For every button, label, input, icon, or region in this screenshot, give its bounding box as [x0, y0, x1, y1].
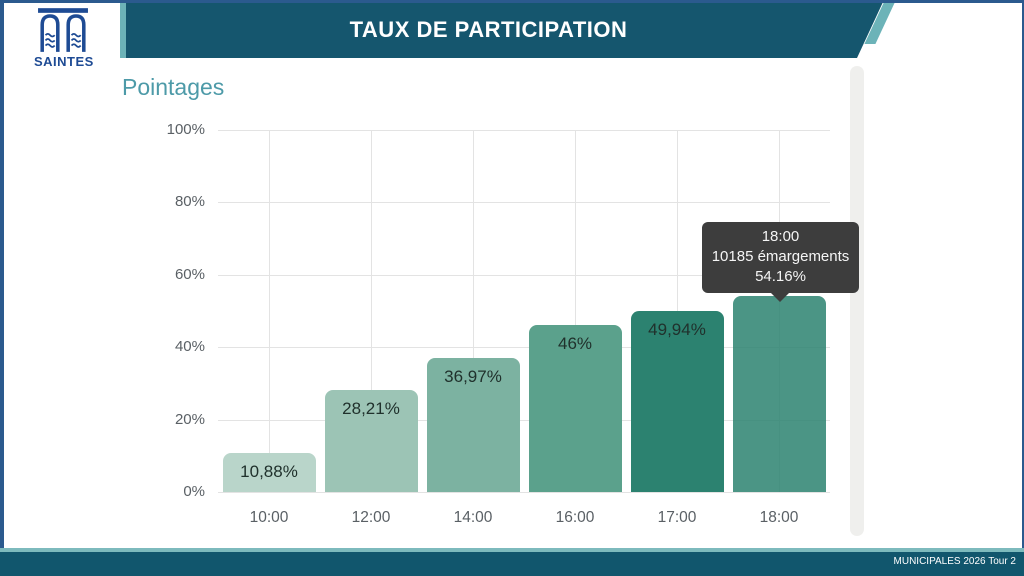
x-axis-tick-label: 17:00 — [657, 509, 697, 526]
tooltip-category: 18:00 — [761, 228, 800, 245]
logo-wordmark: SAINTES — [34, 54, 94, 69]
tooltip-arrow — [771, 293, 789, 302]
x-gridline — [677, 130, 678, 492]
y-gridline — [218, 202, 830, 204]
y-axis-tick-label: 20% — [174, 410, 205, 428]
x-axis-tick-label: 16:00 — [555, 509, 595, 526]
y-gridline — [218, 492, 830, 493]
y-axis-tick-label: 80% — [174, 193, 205, 211]
y-gridline — [218, 274, 830, 276]
footer-accent-stripe — [0, 548, 1024, 552]
bar-value-label: 28,21% — [342, 398, 400, 418]
bar-10:00[interactable]: 10,88% — [222, 452, 316, 492]
x-axis-tick-label: 18:00 — [759, 509, 799, 526]
x-axis-tick-label: 10:00 — [249, 509, 289, 526]
saintes-arches-icon — [38, 8, 88, 52]
chart-title: Pointages — [122, 74, 225, 100]
bar-12:00[interactable]: 28,21% — [324, 389, 418, 492]
x-axis-tick-label: 12:00 — [351, 509, 391, 526]
y-axis-tick-label: 40% — [174, 338, 205, 356]
tooltip-value: 54.16% — [755, 268, 806, 285]
y-axis-tick-label: 60% — [174, 265, 205, 283]
bar-16:00[interactable]: 46% — [528, 325, 622, 492]
footer-label: MUNICIPALES 2026 Tour 2 — [893, 556, 1016, 567]
bar-value-label: 46% — [557, 334, 593, 354]
y-gridline — [218, 419, 830, 421]
footer-band: MUNICIPALES 2026 Tour 2 — [0, 548, 1024, 576]
y-axis-tick-label: 0% — [183, 483, 205, 500]
x-gridline — [575, 130, 576, 492]
x-axis-tick-label: 14:00 — [453, 509, 493, 526]
header-accent-stripe — [120, 2, 126, 58]
y-axis-tick-label: 100% — [166, 121, 205, 138]
x-gridline — [473, 130, 474, 492]
y-gridline — [218, 347, 830, 349]
bar-17:00[interactable]: 49,94% — [630, 311, 724, 492]
page-border-top — [0, 0, 1024, 3]
bar-value-label: 49,94% — [648, 320, 706, 340]
chart-tooltip: 18:00 10185 émargements 54.16% — [702, 222, 859, 302]
page-title: TAUX DE PARTICIPATION — [349, 17, 628, 42]
saintes-logo: SAINTES — [34, 8, 94, 69]
bar-18:00[interactable] — [732, 295, 826, 492]
scrollbar-thumb[interactable] — [850, 66, 864, 536]
page-border-right — [1022, 0, 1024, 576]
bar-14:00[interactable]: 36,97% — [426, 358, 520, 492]
x-gridline — [371, 130, 372, 492]
x-gridline — [269, 130, 270, 492]
bar-value-label: 10,88% — [240, 461, 298, 481]
header-band: TAUX DE PARTICIPATION — [120, 2, 883, 58]
tooltip-count: 10185 émargements — [711, 248, 850, 265]
bar-value-label: 36,97% — [444, 367, 502, 387]
y-gridline — [218, 130, 830, 131]
page-border-left — [0, 0, 4, 576]
